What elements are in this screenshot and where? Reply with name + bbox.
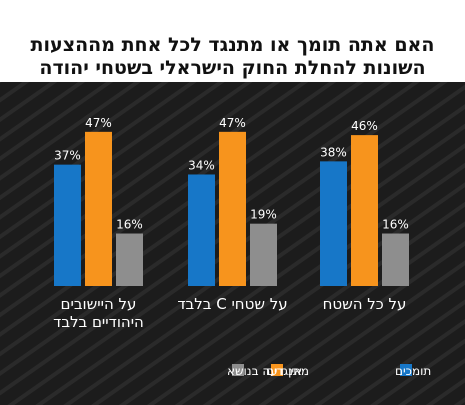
bar-1-3 [116, 233, 143, 286]
category-label-1-line-2: היהודיים בלבד [53, 313, 144, 331]
bar-1-2 [85, 131, 112, 286]
data-label-1-2: 47% [85, 116, 112, 130]
data-label-2-1: 34% [188, 158, 215, 172]
legend-swatch-3 [232, 364, 244, 376]
data-label-2-3: 19% [250, 208, 277, 222]
data-label-1-1: 37% [54, 149, 81, 163]
bar-1-1 [54, 164, 81, 286]
bar-2-2 [219, 131, 246, 286]
data-label-2-2: 47% [219, 116, 246, 130]
legend-swatch-1 [400, 364, 412, 376]
category-label-2: על שטחי C בלבד [177, 295, 287, 313]
bar-3-3 [382, 233, 409, 286]
bar-2-1 [188, 174, 215, 286]
category-label-3: על כל השטח [323, 295, 407, 313]
legend-label-3: אין דעה בנושא [227, 364, 302, 378]
bar-3-1 [320, 161, 347, 286]
data-label-3-3: 16% [382, 218, 409, 232]
bars-layer [54, 131, 409, 286]
data-label-3-1: 38% [320, 145, 347, 159]
category-label-1-line-1: על היישובים [61, 295, 137, 313]
legend-swatch-2 [271, 364, 283, 376]
legend-label-2: מתנגדים [266, 364, 309, 378]
bar-2-3 [250, 223, 277, 286]
legend-label-1: תומכים [395, 364, 431, 378]
data-label-3-2: 46% [351, 119, 378, 133]
bar-3-2 [351, 135, 378, 286]
data-label-1-3: 16% [116, 218, 143, 232]
